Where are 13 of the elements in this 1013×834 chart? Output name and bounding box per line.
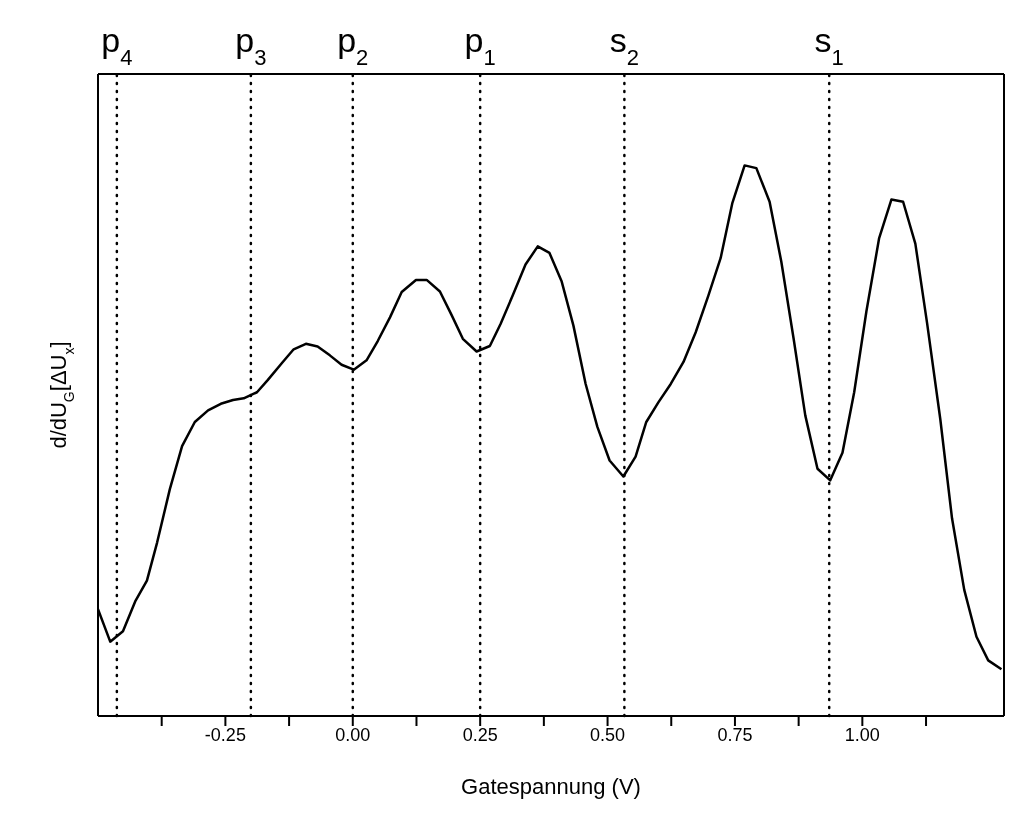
x-tick-label: -0.25 — [204, 724, 246, 745]
ref-line-label: s$_{1}$ — [814, 21, 844, 70]
ref-line-label: p$_{3}$ — [235, 21, 267, 70]
ref-line-label: p$_{4}$ — [101, 21, 133, 70]
x-tick-label: 0.50 — [590, 724, 626, 745]
x-tick-label: 0.25 — [462, 724, 498, 745]
ref-line-label: s$_{2}$ — [609, 21, 639, 70]
ref-line-label: p$_{1}$ — [464, 21, 496, 70]
x-tick-label: 0.00 — [335, 724, 371, 745]
x-tick-label: 1.00 — [844, 724, 880, 745]
x-axis-title: Gatespannung (V) — [461, 774, 641, 799]
ref-line-label: p$_{2}$ — [337, 21, 369, 70]
x-tick-label: 0.75 — [717, 724, 753, 745]
